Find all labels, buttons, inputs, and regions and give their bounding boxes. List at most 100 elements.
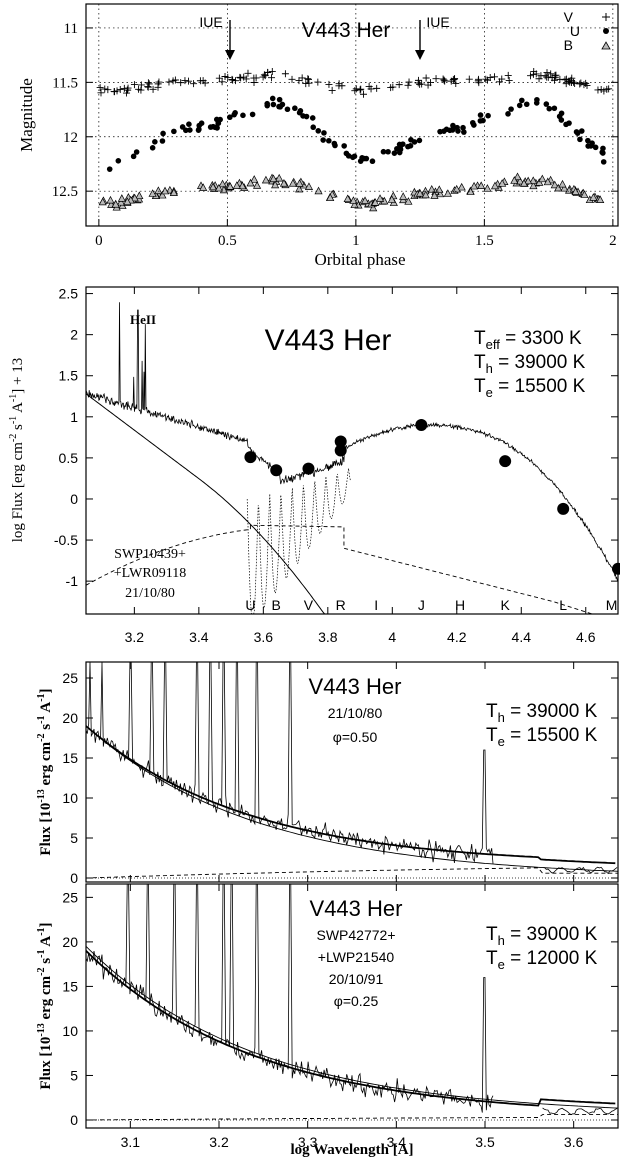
- nebular-curve: [86, 1114, 618, 1121]
- u-point: [534, 96, 540, 103]
- v-point: [395, 81, 403, 89]
- u-point: [477, 112, 484, 118]
- u-point: [276, 103, 282, 110]
- v-point: [97, 89, 105, 97]
- heii-label: HeII: [130, 312, 156, 327]
- x-tick-label: 2: [609, 233, 617, 249]
- v-point: [440, 76, 448, 84]
- v-point: [325, 80, 333, 88]
- x-tick-label: 4: [388, 629, 396, 645]
- b-point: [399, 192, 408, 200]
- v-point: [232, 77, 240, 85]
- v-point: [387, 84, 395, 92]
- sed-frame: [85, 286, 619, 615]
- v-point: [359, 90, 367, 98]
- u-point: [573, 129, 580, 135]
- v-point: [422, 74, 430, 82]
- u-point: [516, 102, 523, 109]
- v-point: [264, 69, 272, 77]
- legend-label-u: U: [570, 23, 580, 39]
- v-point: [449, 76, 457, 84]
- photometry-point: [244, 451, 257, 464]
- u-point: [115, 157, 122, 164]
- b-point: [261, 175, 271, 184]
- b-point: [596, 195, 605, 203]
- nebular-curve: [85, 524, 593, 615]
- sed-ylabel: log Flux [erg cm-2 s-1 A-1] + 13: [8, 358, 26, 543]
- b-point: [550, 180, 559, 189]
- b-point: [369, 203, 378, 212]
- v-point: [123, 86, 131, 94]
- v-point: [237, 74, 245, 82]
- u-point: [276, 96, 283, 103]
- x-tick-label: 3.4: [387, 1134, 407, 1150]
- b-point: [469, 181, 479, 190]
- u-point: [600, 159, 607, 165]
- v-point: [565, 77, 573, 85]
- u-point: [600, 150, 606, 156]
- u-point: [558, 117, 565, 123]
- uv-1991-phase: φ=0.25: [334, 993, 379, 1009]
- v-point: [544, 73, 552, 81]
- u-point: [577, 136, 583, 143]
- light-curve-points: [96, 67, 613, 212]
- b-point: [524, 176, 533, 185]
- uv-1991-param-th: Th = 39000 K: [486, 924, 598, 948]
- u-point: [399, 141, 406, 147]
- iue-label-2: IUE: [426, 14, 449, 30]
- b-point: [123, 197, 132, 205]
- v-point: [583, 82, 591, 90]
- y-tick-label: 0: [70, 870, 78, 886]
- y-tick-label: 5: [70, 830, 78, 846]
- b-point: [199, 183, 208, 191]
- u-point: [589, 140, 595, 147]
- band-label-u: U: [245, 597, 255, 613]
- uv-spectrum-1991-panel: 0 5 10 15 20 25 3.1 3.2 3.3 3.4 3.5 3.6 V443 Her SW…: [36, 883, 619, 1158]
- sed-spectrum-1: SWP10439+: [114, 547, 186, 562]
- y-tick-label: -1: [66, 573, 79, 589]
- u-point: [187, 127, 193, 133]
- v-point: [218, 78, 226, 86]
- v-point: [165, 78, 173, 86]
- u-point: [543, 101, 550, 107]
- u-point: [297, 108, 304, 114]
- b-point: [154, 186, 163, 194]
- b-point: [160, 186, 170, 195]
- u-point: [284, 106, 291, 113]
- uv-1980-title: V443 Her: [309, 674, 402, 699]
- y-tick-label: 1.5: [59, 368, 79, 384]
- u-point: [450, 122, 456, 129]
- v-point: [123, 89, 131, 97]
- v-point: [288, 75, 296, 83]
- u-point: [394, 145, 400, 152]
- x-tick-label: 3.5: [475, 1134, 495, 1150]
- b-point: [106, 195, 115, 204]
- uv-spectrum-1980-panel: 0 5 10 15 20 25 V443 Her 21/10/80 φ=0.50 Th =…: [36, 661, 619, 886]
- v-point: [304, 75, 312, 83]
- light-curve-ylabel: Magnitude: [17, 78, 36, 152]
- b-point: [510, 176, 519, 184]
- b-point: [111, 200, 120, 208]
- legend-triangle-icon: [601, 41, 611, 50]
- v-point: [491, 73, 499, 81]
- u-point: [460, 124, 466, 131]
- u-point: [321, 130, 327, 136]
- u-point: [551, 105, 558, 112]
- v-point: [169, 77, 177, 85]
- y-tick-label: 12: [63, 130, 78, 146]
- x-tick-label: 4.6: [576, 629, 596, 645]
- v-point: [96, 84, 104, 92]
- u-point: [130, 153, 137, 160]
- u-point: [269, 95, 276, 102]
- uv-1980-param-th: Th = 39000 K: [486, 701, 598, 725]
- v-point: [373, 84, 381, 92]
- iue-arrow-2-icon: [415, 20, 425, 60]
- v-point: [149, 85, 157, 93]
- b-point: [238, 181, 247, 190]
- v-point: [250, 79, 258, 87]
- b-point: [169, 188, 178, 196]
- b-point: [98, 197, 107, 206]
- uv-1980-phase: φ=0.50: [333, 729, 378, 745]
